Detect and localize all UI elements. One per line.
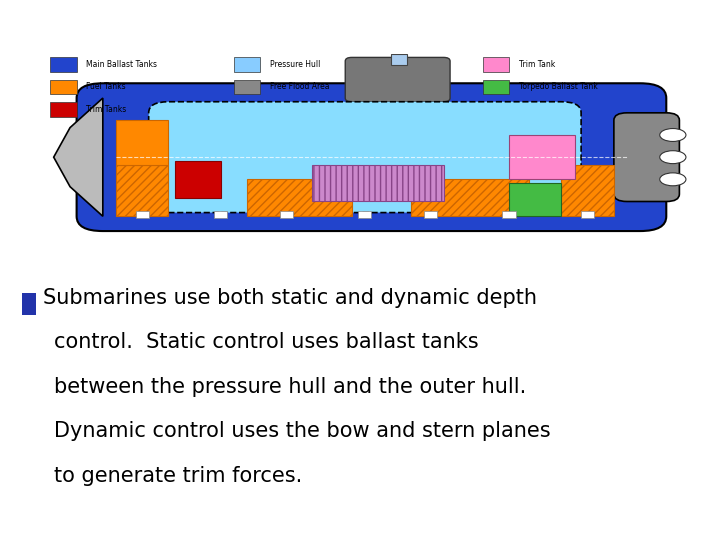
Bar [234, 57, 260, 72]
Bar [424, 211, 437, 218]
Bar [562, 165, 614, 217]
FancyBboxPatch shape [346, 57, 450, 102]
Bar [116, 120, 168, 165]
Bar [312, 165, 444, 201]
Bar [247, 179, 352, 217]
Bar [234, 79, 260, 94]
Bar [175, 161, 221, 198]
Bar [503, 211, 516, 218]
Text: Main Ballast Tanks: Main Ballast Tanks [86, 60, 158, 69]
Text: Example:  Submarine Buoyancy and Ballast: Example: Submarine Buoyancy and Ballast [18, 12, 663, 39]
Bar [50, 102, 76, 117]
Bar [280, 211, 293, 218]
Bar [410, 179, 528, 217]
FancyBboxPatch shape [76, 83, 666, 231]
Text: Torpedo Ballast Tank: Torpedo Ballast Tank [519, 83, 598, 91]
Text: Dynamic control uses the bow and stern planes: Dynamic control uses the bow and stern p… [54, 421, 551, 441]
Text: Trim Tanks: Trim Tanks [86, 105, 127, 113]
Bar [483, 57, 509, 72]
FancyBboxPatch shape [149, 102, 581, 213]
Ellipse shape [660, 173, 686, 186]
Text: control.  Static control uses ballast tanks: control. Static control uses ballast tan… [54, 332, 479, 352]
Bar [135, 211, 149, 218]
Polygon shape [54, 98, 103, 217]
Text: 29: 29 [212, 514, 231, 529]
Text: Pressure Hull: Pressure Hull [270, 60, 320, 69]
Bar [359, 211, 372, 218]
Text: to generate trim forces.: to generate trim forces. [54, 465, 302, 485]
Bar [116, 165, 168, 217]
Bar [509, 135, 575, 179]
Bar [215, 211, 228, 218]
Bar [50, 57, 76, 72]
Text: Chapter 3:  Pressure and Fluid Statics: Chapter 3: Pressure and Fluid Statics [423, 514, 700, 529]
Text: Free Flood Area: Free Flood Area [270, 83, 329, 91]
Ellipse shape [660, 151, 686, 164]
FancyBboxPatch shape [614, 113, 680, 201]
Ellipse shape [660, 129, 686, 141]
Bar [50, 79, 76, 94]
Bar [22, 293, 36, 314]
Bar [483, 79, 509, 94]
Bar [391, 53, 408, 65]
Text: Submarines use both static and dynamic depth: Submarines use both static and dynamic d… [43, 288, 537, 308]
Text: Trim Tank: Trim Tank [519, 60, 555, 69]
Bar [509, 183, 562, 217]
Bar [581, 211, 594, 218]
Text: ME33 :  Fluid Flow: ME33 : Fluid Flow [12, 514, 144, 529]
Text: between the pressure hull and the outer hull.: between the pressure hull and the outer … [54, 377, 526, 397]
Text: Fuel Tanks: Fuel Tanks [86, 83, 126, 91]
